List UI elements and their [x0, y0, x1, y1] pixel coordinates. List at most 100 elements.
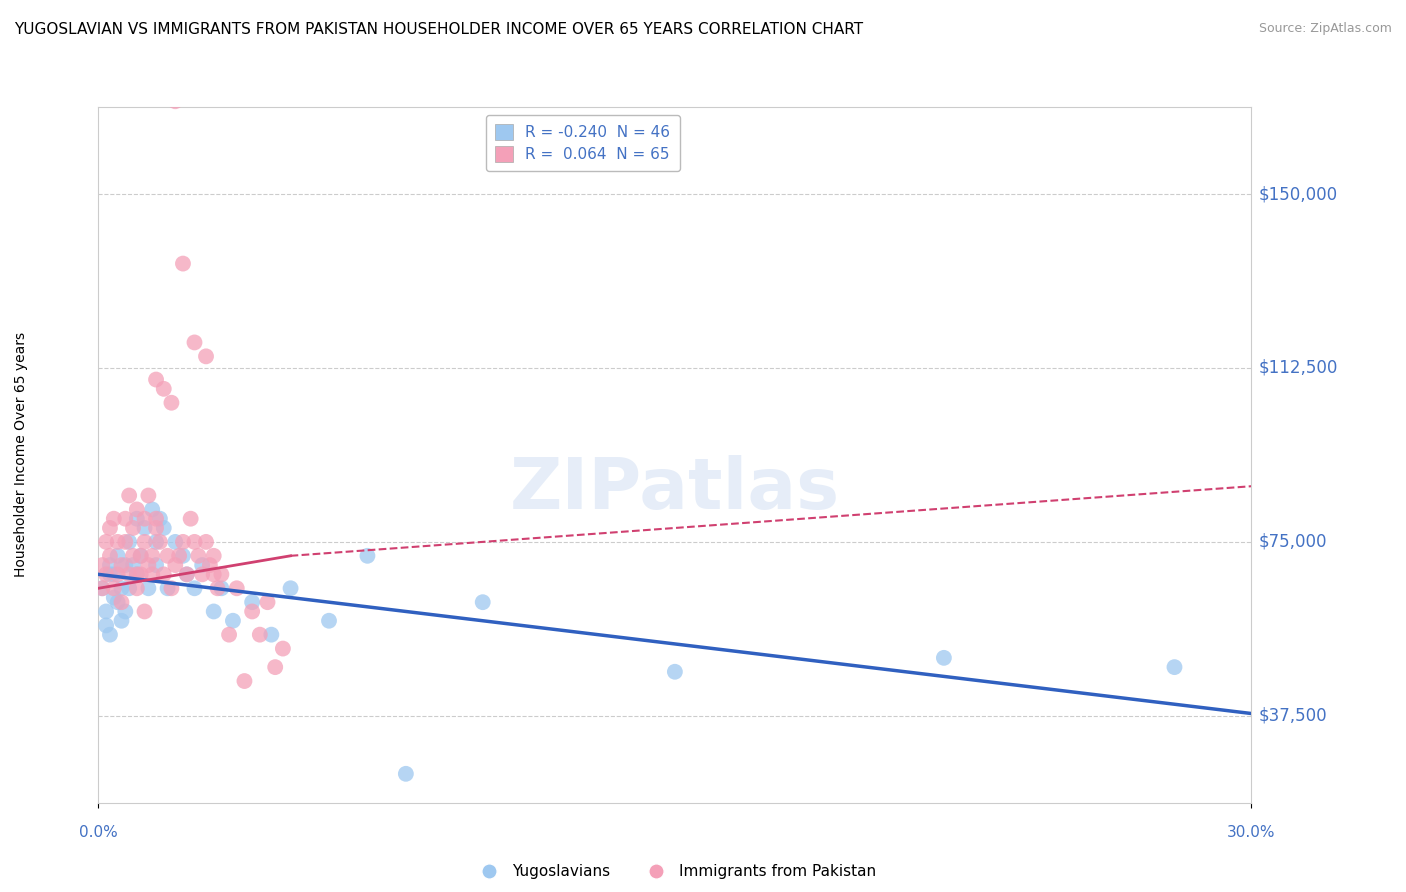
Text: $37,500: $37,500 [1258, 706, 1327, 725]
Point [118, 567, 141, 582]
Point [209, 567, 232, 582]
Point [256, 595, 278, 609]
Point [183, 582, 205, 596]
Point [202, 605, 225, 619]
Point [110, 582, 132, 596]
Point [98, 521, 121, 535]
Point [103, 511, 125, 525]
Point [141, 549, 163, 563]
Point [165, 558, 187, 573]
Point [149, 511, 172, 525]
Text: ZIPatlas: ZIPatlas [510, 455, 839, 524]
Text: YUGOSLAVIAN VS IMMIGRANTS FROM PAKISTAN HOUSEHOLDER INCOME OVER 65 YEARS CORRELA: YUGOSLAVIAN VS IMMIGRANTS FROM PAKISTAN … [14, 22, 863, 37]
Point [664, 665, 686, 679]
Text: 30.0%: 30.0% [1227, 825, 1275, 840]
Text: 0.0%: 0.0% [79, 825, 118, 840]
Point [260, 628, 283, 642]
Point [240, 595, 263, 609]
Point [122, 521, 145, 535]
Point [233, 674, 256, 689]
Point [191, 567, 214, 582]
Point [114, 558, 136, 573]
Point [118, 489, 141, 503]
Point [183, 534, 205, 549]
Point [356, 549, 378, 563]
Point [176, 567, 198, 582]
Text: $150,000: $150,000 [1258, 185, 1337, 203]
Point [160, 582, 183, 596]
Point [91, 558, 114, 573]
Point [240, 605, 263, 619]
Text: $112,500: $112,500 [1258, 359, 1337, 377]
Point [149, 534, 172, 549]
Point [318, 614, 340, 628]
Point [103, 567, 125, 582]
Point [110, 595, 132, 609]
Point [122, 549, 145, 563]
Point [280, 582, 302, 596]
Point [172, 549, 194, 563]
Point [172, 257, 194, 271]
Point [94, 567, 117, 582]
Point [395, 766, 418, 781]
Point [183, 335, 205, 350]
Point [98, 549, 121, 563]
Point [110, 614, 132, 628]
Point [195, 534, 218, 549]
Point [114, 534, 136, 549]
Point [125, 582, 148, 596]
Point [134, 521, 156, 535]
Point [152, 521, 174, 535]
Point [222, 614, 245, 628]
Point [264, 660, 287, 674]
Point [107, 595, 129, 609]
Point [138, 582, 160, 596]
Point [145, 511, 167, 525]
Point [165, 534, 187, 549]
Point [202, 567, 225, 582]
Point [134, 605, 156, 619]
Point [225, 582, 247, 596]
Point [141, 567, 163, 582]
Point [103, 591, 125, 605]
Point [98, 558, 121, 573]
Point [145, 373, 167, 387]
Point [152, 567, 174, 582]
Point [145, 534, 167, 549]
Point [107, 534, 129, 549]
Legend: Yugoslavians, Immigrants from Pakistan: Yugoslavians, Immigrants from Pakistan [468, 858, 882, 886]
Point [94, 618, 117, 632]
Point [180, 511, 202, 525]
Point [198, 558, 221, 573]
Point [103, 582, 125, 596]
Point [145, 521, 167, 535]
Point [207, 582, 229, 596]
Point [141, 502, 163, 516]
Point [98, 628, 121, 642]
Text: Source: ZipAtlas.com: Source: ZipAtlas.com [1258, 22, 1392, 36]
Point [91, 582, 114, 596]
Point [271, 641, 294, 656]
Point [107, 567, 129, 582]
Point [118, 534, 141, 549]
Point [195, 349, 218, 364]
Point [152, 382, 174, 396]
Point [167, 549, 190, 563]
Point [1163, 660, 1185, 674]
Point [122, 558, 145, 573]
Point [134, 511, 156, 525]
Point [129, 549, 152, 563]
Point [134, 534, 156, 549]
Point [114, 605, 136, 619]
Point [932, 651, 955, 665]
Point [125, 511, 148, 525]
Point [160, 396, 183, 410]
Point [145, 558, 167, 573]
Point [176, 567, 198, 582]
Point [249, 628, 271, 642]
Point [138, 489, 160, 503]
Point [156, 582, 179, 596]
Point [107, 549, 129, 563]
Point [125, 567, 148, 582]
Point [202, 549, 225, 563]
